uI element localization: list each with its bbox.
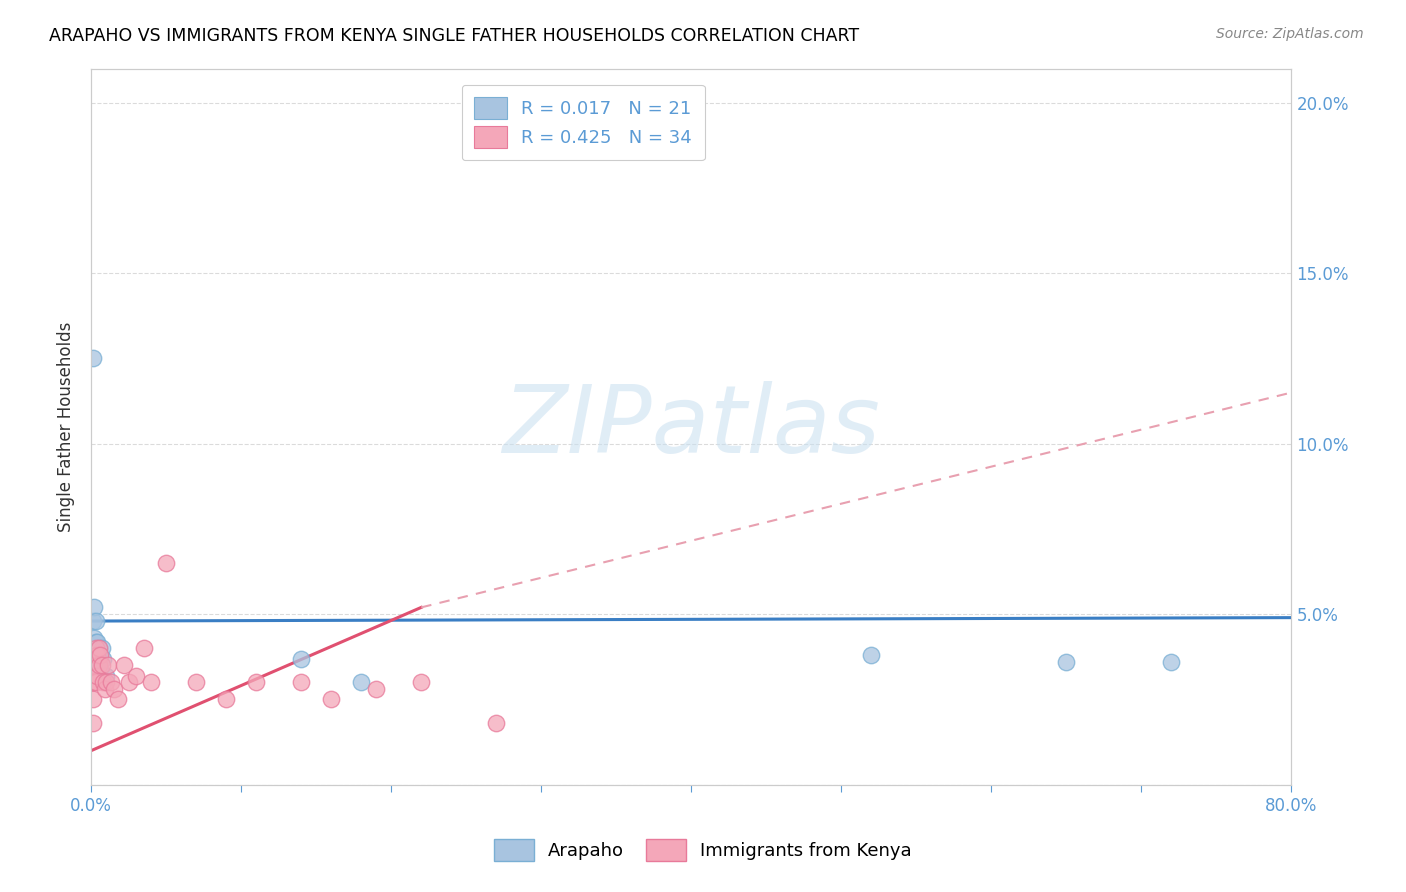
Point	[90, 641, 112, 656]
Point	[87, 641, 110, 656]
Point	[89, 648, 111, 662]
Point	[321, 692, 343, 706]
Legend: Arapaho, Immigrants from Kenya: Arapaho, Immigrants from Kenya	[485, 830, 921, 870]
Point	[366, 682, 388, 697]
Text: ZIPatlas: ZIPatlas	[502, 381, 880, 472]
Point	[411, 675, 433, 690]
Point	[82, 692, 104, 706]
Point	[83, 658, 105, 673]
Point	[86, 648, 108, 662]
Point	[141, 675, 163, 690]
Text: ARAPAHO VS IMMIGRANTS FROM KENYA SINGLE FATHER HOUSEHOLDS CORRELATION CHART: ARAPAHO VS IMMIGRANTS FROM KENYA SINGLE …	[49, 27, 859, 45]
Point	[84, 648, 107, 662]
Point	[112, 658, 135, 673]
Point	[100, 675, 122, 690]
Point	[91, 675, 114, 690]
Point	[83, 675, 105, 690]
Point	[82, 351, 104, 366]
Point	[350, 675, 373, 690]
Point	[86, 648, 108, 662]
Point	[89, 662, 111, 676]
Point	[87, 658, 110, 673]
Point	[90, 658, 112, 673]
Point	[83, 600, 105, 615]
Point	[1054, 655, 1077, 669]
Point	[186, 675, 208, 690]
Point	[485, 716, 508, 731]
Point	[107, 692, 129, 706]
Legend: R = 0.017   N = 21, R = 0.425   N = 34: R = 0.017 N = 21, R = 0.425 N = 34	[461, 85, 704, 161]
Point	[91, 651, 114, 665]
Point	[1160, 655, 1182, 669]
Point	[103, 682, 125, 697]
Point	[86, 634, 108, 648]
Point	[84, 675, 107, 690]
Point	[84, 614, 107, 628]
Point	[89, 648, 111, 662]
Point	[82, 716, 104, 731]
Point	[96, 675, 118, 690]
Text: Source: ZipAtlas.com: Source: ZipAtlas.com	[1216, 27, 1364, 41]
Point	[245, 675, 267, 690]
Point	[290, 675, 312, 690]
Point	[82, 614, 104, 628]
Y-axis label: Single Father Households: Single Father Households	[58, 321, 75, 532]
Point	[96, 668, 118, 682]
Point	[83, 631, 105, 645]
Point	[118, 675, 141, 690]
Point	[97, 658, 120, 673]
Point	[84, 641, 107, 656]
Point	[215, 692, 238, 706]
Point	[155, 556, 177, 570]
Point	[290, 651, 312, 665]
Point	[125, 668, 148, 682]
Point	[93, 682, 115, 697]
Point	[87, 655, 110, 669]
Point	[132, 641, 155, 656]
Point	[860, 648, 883, 662]
Point	[82, 675, 104, 690]
Point	[86, 668, 108, 682]
Point	[87, 641, 110, 656]
Point	[84, 634, 107, 648]
